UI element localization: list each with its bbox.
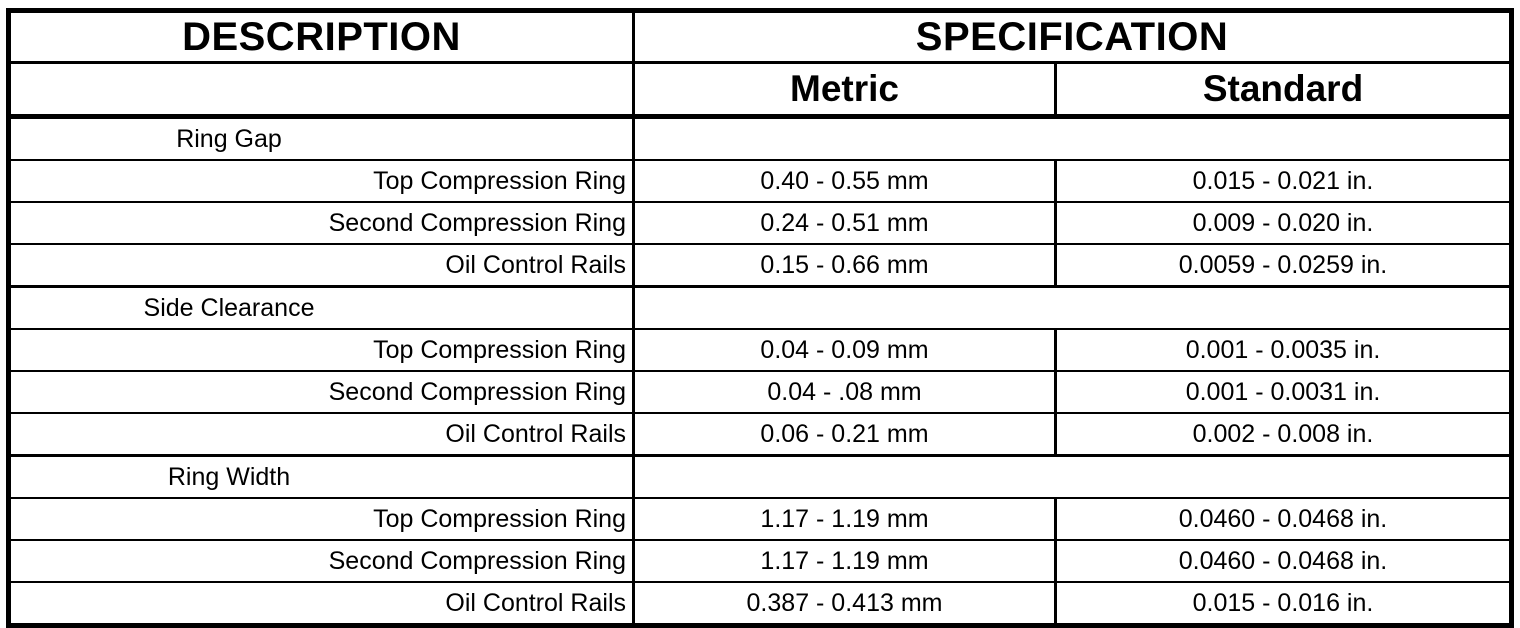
standard-column-header: Standard [1055, 62, 1512, 119]
metric-value: 0.24 - 0.51 mm [633, 201, 1057, 245]
standard-value: 0.0460 - 0.0468 in. [1055, 539, 1512, 583]
unit-header-row: Metric Standard [8, 62, 1512, 119]
row-description: Second Compression Ring [8, 370, 635, 414]
spec-table-header: DESCRIPTION SPECIFICATION Metric Standar… [8, 10, 1512, 119]
row-description: Oil Control Rails [8, 243, 635, 288]
empty-header-cell [8, 62, 635, 119]
spec-data-row: Oil Control Rails 0.387 - 0.413 mm 0.015 -… [8, 581, 1512, 627]
row-description: Oil Control Rails [8, 581, 635, 627]
specification-column-header: SPECIFICATION [633, 10, 1512, 64]
metric-value: 1.17 - 1.19 mm [633, 497, 1057, 541]
description-column-header: DESCRIPTION [8, 10, 635, 64]
standard-value: 0.009 - 0.020 in. [1055, 201, 1512, 245]
spec-data-row: Second Compression Ring 0.04 - .08 mm 0.00… [8, 370, 1512, 414]
metric-column-header: Metric [633, 62, 1057, 119]
row-description: Top Compression Ring [8, 159, 635, 203]
metric-value: 0.04 - .08 mm [633, 370, 1057, 414]
spec-data-row: Second Compression Ring 0.24 - 0.51 mm 0.0… [8, 201, 1512, 245]
section-label: Side Clearance [8, 285, 635, 330]
section-row: Ring Gap [8, 115, 1512, 161]
section-row: Side Clearance [8, 285, 1512, 330]
section-spec-empty-cell [633, 454, 1512, 499]
spec-data-row: Second Compression Ring 1.17 - 1.19 mm 0.0… [8, 539, 1512, 583]
title-header-row: DESCRIPTION SPECIFICATION [8, 10, 1512, 64]
row-description: Top Compression Ring [8, 328, 635, 372]
standard-value: 0.001 - 0.0035 in. [1055, 328, 1512, 372]
standard-value: 0.015 - 0.021 in. [1055, 159, 1512, 203]
row-description: Oil Control Rails [8, 412, 635, 457]
piston-ring-spec-table: DESCRIPTION SPECIFICATION Metric Standar… [6, 8, 1514, 628]
section-label: Ring Width [8, 454, 635, 499]
spec-data-row: Top Compression Ring 0.04 - 0.09 mm 0.001 … [8, 328, 1512, 372]
section-label: Ring Gap [8, 115, 635, 161]
row-description: Top Compression Ring [8, 497, 635, 541]
standard-value: 0.0460 - 0.0468 in. [1055, 497, 1512, 541]
row-description: Second Compression Ring [8, 201, 635, 245]
spec-data-row: Oil Control Rails 0.06 - 0.21 mm 0.002 - 0… [8, 412, 1512, 457]
section-spec-empty-cell [633, 115, 1512, 161]
metric-value: 0.40 - 0.55 mm [633, 159, 1057, 203]
metric-value: 0.04 - 0.09 mm [633, 328, 1057, 372]
metric-value: 0.387 - 0.413 mm [633, 581, 1057, 627]
spec-data-row: Top Compression Ring 1.17 - 1.19 mm 0.0460… [8, 497, 1512, 541]
spec-data-row: Oil Control Rails 0.15 - 0.66 mm 0.0059 - … [8, 243, 1512, 288]
metric-value: 1.17 - 1.19 mm [633, 539, 1057, 583]
section-row: Ring Width [8, 454, 1512, 499]
spec-table-body: Ring Gap Top Compression Ring 0.40 - 0.55 … [8, 115, 1512, 627]
metric-value: 0.06 - 0.21 mm [633, 412, 1057, 457]
standard-value: 0.015 - 0.016 in. [1055, 581, 1512, 627]
spec-data-row: Top Compression Ring 0.40 - 0.55 mm 0.015 … [8, 159, 1512, 203]
standard-value: 0.002 - 0.008 in. [1055, 412, 1512, 457]
standard-value: 0.0059 - 0.0259 in. [1055, 243, 1512, 288]
section-spec-empty-cell [633, 285, 1512, 330]
row-description: Second Compression Ring [8, 539, 635, 583]
standard-value: 0.001 - 0.0031 in. [1055, 370, 1512, 414]
metric-value: 0.15 - 0.66 mm [633, 243, 1057, 288]
